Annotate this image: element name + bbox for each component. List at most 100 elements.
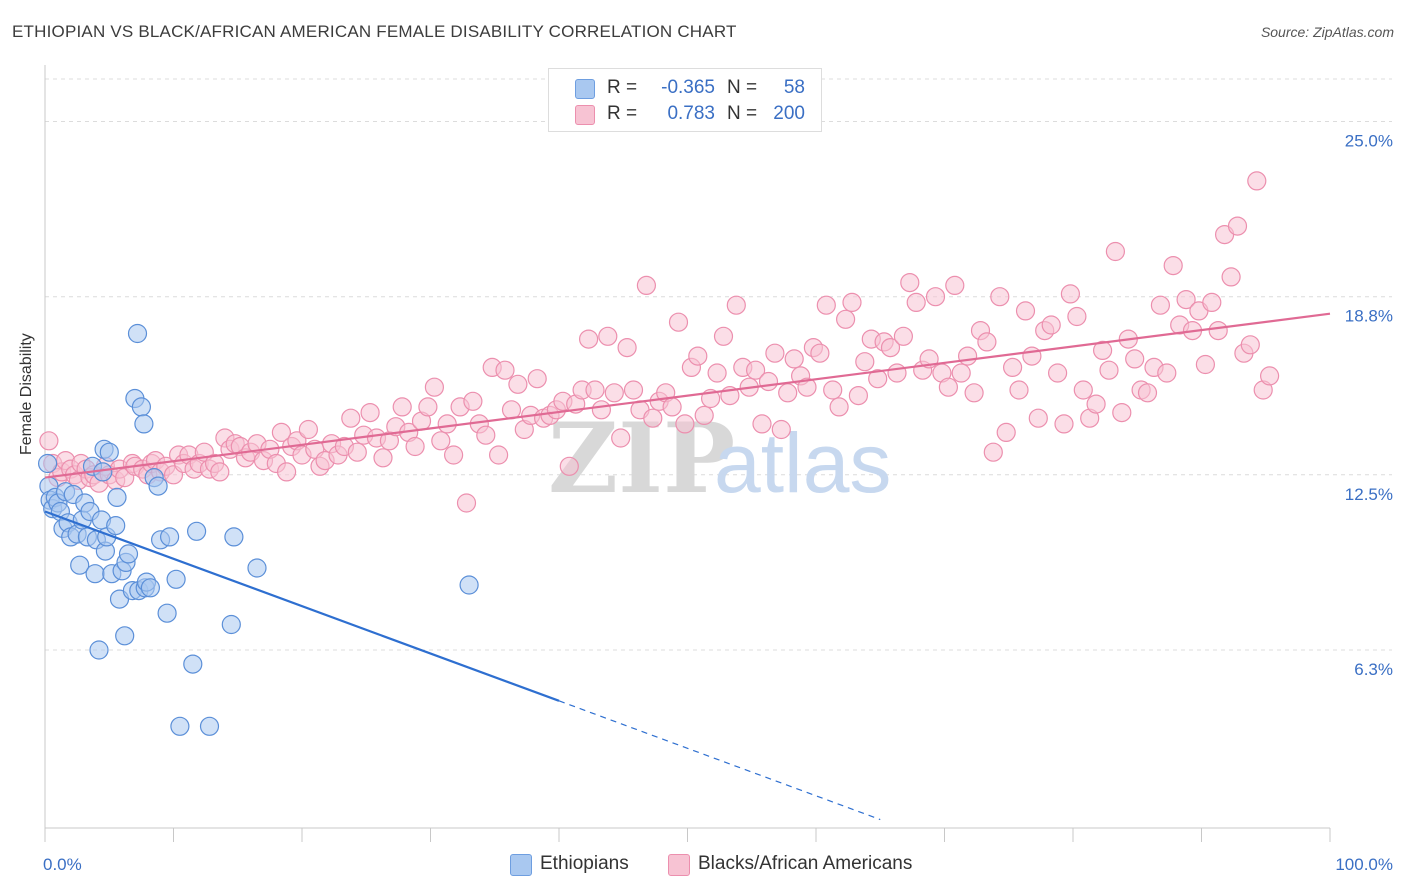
black-african-american-point [951,363,971,383]
ethiopian-point [459,575,479,595]
legend-r-label: R = [607,103,638,124]
black-african-american-point [578,329,599,349]
black-african-american-point [1221,267,1241,287]
ethiopian-point [89,640,109,660]
y-axis-label: Female Disability [18,333,35,455]
black-african-american-point [823,380,843,400]
black-african-american-point [694,405,714,425]
black-african-american-point [745,360,766,380]
black-african-american-point [636,275,657,295]
black-african-american-point [611,428,631,448]
ethiopian-point [170,716,190,736]
black-african-american-point [1240,335,1260,355]
legend-label-blacks: Blacks/African Americans [698,853,913,874]
black-african-american-point [906,292,926,312]
black-african-american-point [271,422,291,442]
ethiopian-point [224,527,244,547]
black-african-american-point [810,343,830,363]
black-african-american-point [508,374,528,394]
ethiopian-point [166,569,186,589]
black-african-american-point [1195,354,1216,375]
black-african-american-point [604,383,624,403]
black-african-american-point [983,442,1003,462]
ethiopian-point [106,515,126,536]
black-african-american-point [277,462,297,482]
black-african-american-point [1092,340,1113,360]
points-layer [37,171,1280,736]
black-african-american-point [39,431,59,451]
black-african-american-point [591,400,612,420]
black-african-american-point [1112,403,1132,423]
ethiopian-point [37,453,58,474]
black-african-american-point [938,377,959,397]
black-african-american-point [758,371,779,392]
black-african-american-point [996,422,1016,442]
series-legend: Ethiopians Blacks/African Americans [0,852,1406,878]
correlation-legend: R = -0.365 N = 58 R = 0.783 N = 200 [548,68,822,132]
legend-r-label: R = [607,77,638,98]
black-african-american-point [1047,363,1068,383]
legend-swatch-ethiopians [510,854,532,876]
ethiopian-point [148,476,168,496]
black-african-american-point [855,352,875,372]
black-african-american-point [501,400,522,420]
black-african-american-point [880,338,901,358]
black-african-american-point [392,397,412,417]
legend-row-ethiopians: R = -0.365 N = 58 [549,75,821,101]
legend-swatch-ethiopians [575,79,595,99]
black-african-american-point [835,309,856,329]
black-african-american-point [1086,394,1106,414]
black-african-american-point [1163,256,1183,276]
ethiopian-point [107,487,127,507]
ethiopian-point [187,521,207,541]
black-african-american-point [1028,408,1048,428]
black-african-american-point [797,377,817,397]
black-african-american-point [752,414,772,434]
black-african-american-point [431,431,451,451]
black-african-american-point [1041,315,1061,335]
ethiopian-point [160,527,180,547]
black-african-american-point [373,448,393,468]
black-african-american-point [489,445,509,465]
ethiopian-point [157,603,177,623]
black-african-american-point [623,380,644,400]
black-african-american-point [990,287,1010,307]
black-african-american-point [662,397,682,417]
tick-label-layer: 6.3% 12.5% 18.8% 25.0% 0.0% 100.0% [43,132,1393,874]
black-african-american-point [784,349,804,369]
black-african-american-point [765,343,785,363]
black-african-american-point [848,386,869,406]
ethiopian-point [127,323,148,344]
black-african-american-point [210,462,230,482]
black-african-american-point [1060,284,1081,304]
black-african-american-point [1157,363,1177,383]
legend-n-value: 58 [783,77,805,98]
black-african-american-point [476,425,496,445]
watermark-atlas: atlas [714,416,891,510]
ethiopian-point [131,397,151,417]
ethiopian-point [199,716,220,736]
black-african-american-point [842,292,862,312]
black-african-american-point [437,414,457,434]
ethiopian-trend-line [44,510,560,702]
black-african-american-point [816,295,836,315]
legend-n-label: N = [727,103,758,124]
black-african-american-point [675,414,695,434]
black-african-american-point [1137,383,1158,403]
ethiopian-point [118,544,139,564]
ethiopian-point [85,564,105,584]
ethiopian-trend-extension [558,700,881,821]
black-african-american-point [1125,349,1145,369]
black-african-american-point [1015,301,1036,321]
black-african-american-trend-line [44,312,1331,479]
trend-layer [44,312,1331,821]
black-african-american-point [495,360,515,380]
black-african-american-point [688,346,708,366]
black-african-american-point [887,363,907,383]
black-african-american-point [617,338,637,358]
ethiopian-point [99,442,119,462]
legend-r-value: 0.783 [667,103,715,124]
ethiopian-point [134,414,154,434]
black-african-american-point [945,275,965,295]
